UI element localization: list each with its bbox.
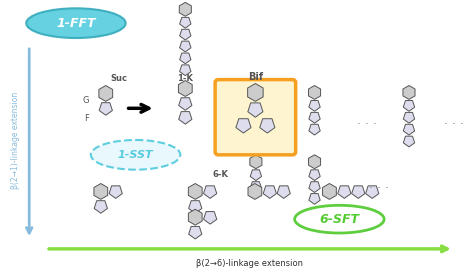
Polygon shape bbox=[250, 182, 262, 192]
Polygon shape bbox=[309, 86, 320, 99]
Polygon shape bbox=[263, 186, 276, 198]
Polygon shape bbox=[309, 182, 320, 192]
Polygon shape bbox=[403, 136, 415, 147]
Polygon shape bbox=[188, 209, 202, 225]
Polygon shape bbox=[309, 124, 320, 135]
Polygon shape bbox=[403, 86, 415, 99]
FancyBboxPatch shape bbox=[215, 79, 296, 155]
Text: . . .: . . . bbox=[444, 114, 464, 127]
Polygon shape bbox=[403, 112, 415, 123]
Polygon shape bbox=[248, 103, 263, 117]
Polygon shape bbox=[180, 17, 191, 28]
Polygon shape bbox=[309, 155, 320, 169]
Polygon shape bbox=[180, 41, 191, 52]
Polygon shape bbox=[203, 186, 217, 198]
Polygon shape bbox=[247, 84, 263, 101]
Ellipse shape bbox=[295, 205, 384, 233]
Polygon shape bbox=[94, 201, 108, 213]
Text: 6-SFT: 6-SFT bbox=[319, 213, 359, 226]
Text: . . .: . . . bbox=[357, 114, 377, 127]
Polygon shape bbox=[188, 183, 202, 199]
Polygon shape bbox=[365, 186, 379, 198]
Polygon shape bbox=[180, 29, 191, 40]
Text: F: F bbox=[84, 114, 89, 123]
Polygon shape bbox=[109, 186, 122, 198]
Polygon shape bbox=[248, 183, 262, 199]
Text: 1-SST: 1-SST bbox=[118, 150, 154, 160]
Text: 1-FFT: 1-FFT bbox=[56, 17, 96, 30]
Polygon shape bbox=[236, 119, 251, 133]
Polygon shape bbox=[309, 194, 320, 204]
Polygon shape bbox=[99, 103, 112, 115]
Polygon shape bbox=[180, 65, 191, 76]
Polygon shape bbox=[323, 183, 337, 199]
Polygon shape bbox=[99, 86, 113, 101]
Polygon shape bbox=[403, 124, 415, 135]
Polygon shape bbox=[189, 201, 202, 213]
Text: 1-K: 1-K bbox=[177, 74, 193, 83]
Polygon shape bbox=[189, 226, 202, 239]
Polygon shape bbox=[94, 183, 108, 199]
Text: β(2→1)-linkage extension: β(2→1)-linkage extension bbox=[11, 91, 20, 189]
Polygon shape bbox=[338, 186, 351, 198]
Polygon shape bbox=[179, 98, 192, 110]
Ellipse shape bbox=[26, 8, 126, 38]
Polygon shape bbox=[352, 186, 365, 198]
Polygon shape bbox=[179, 2, 191, 16]
Polygon shape bbox=[309, 101, 320, 111]
Polygon shape bbox=[277, 186, 291, 198]
Ellipse shape bbox=[91, 140, 180, 170]
Text: 6-K: 6-K bbox=[212, 170, 228, 179]
Polygon shape bbox=[250, 170, 262, 181]
Text: . . .: . . . bbox=[369, 178, 389, 191]
Text: β(2→6)-linkage extension: β(2→6)-linkage extension bbox=[196, 259, 303, 268]
Polygon shape bbox=[309, 112, 320, 123]
Text: Bif: Bif bbox=[248, 72, 263, 82]
Polygon shape bbox=[203, 211, 217, 224]
Polygon shape bbox=[178, 81, 192, 97]
Polygon shape bbox=[179, 112, 192, 124]
Polygon shape bbox=[180, 53, 191, 64]
Polygon shape bbox=[260, 119, 275, 133]
Text: Suc: Suc bbox=[110, 74, 127, 83]
Polygon shape bbox=[403, 101, 415, 111]
Polygon shape bbox=[309, 170, 320, 181]
Polygon shape bbox=[250, 155, 262, 169]
Text: G: G bbox=[82, 96, 89, 105]
